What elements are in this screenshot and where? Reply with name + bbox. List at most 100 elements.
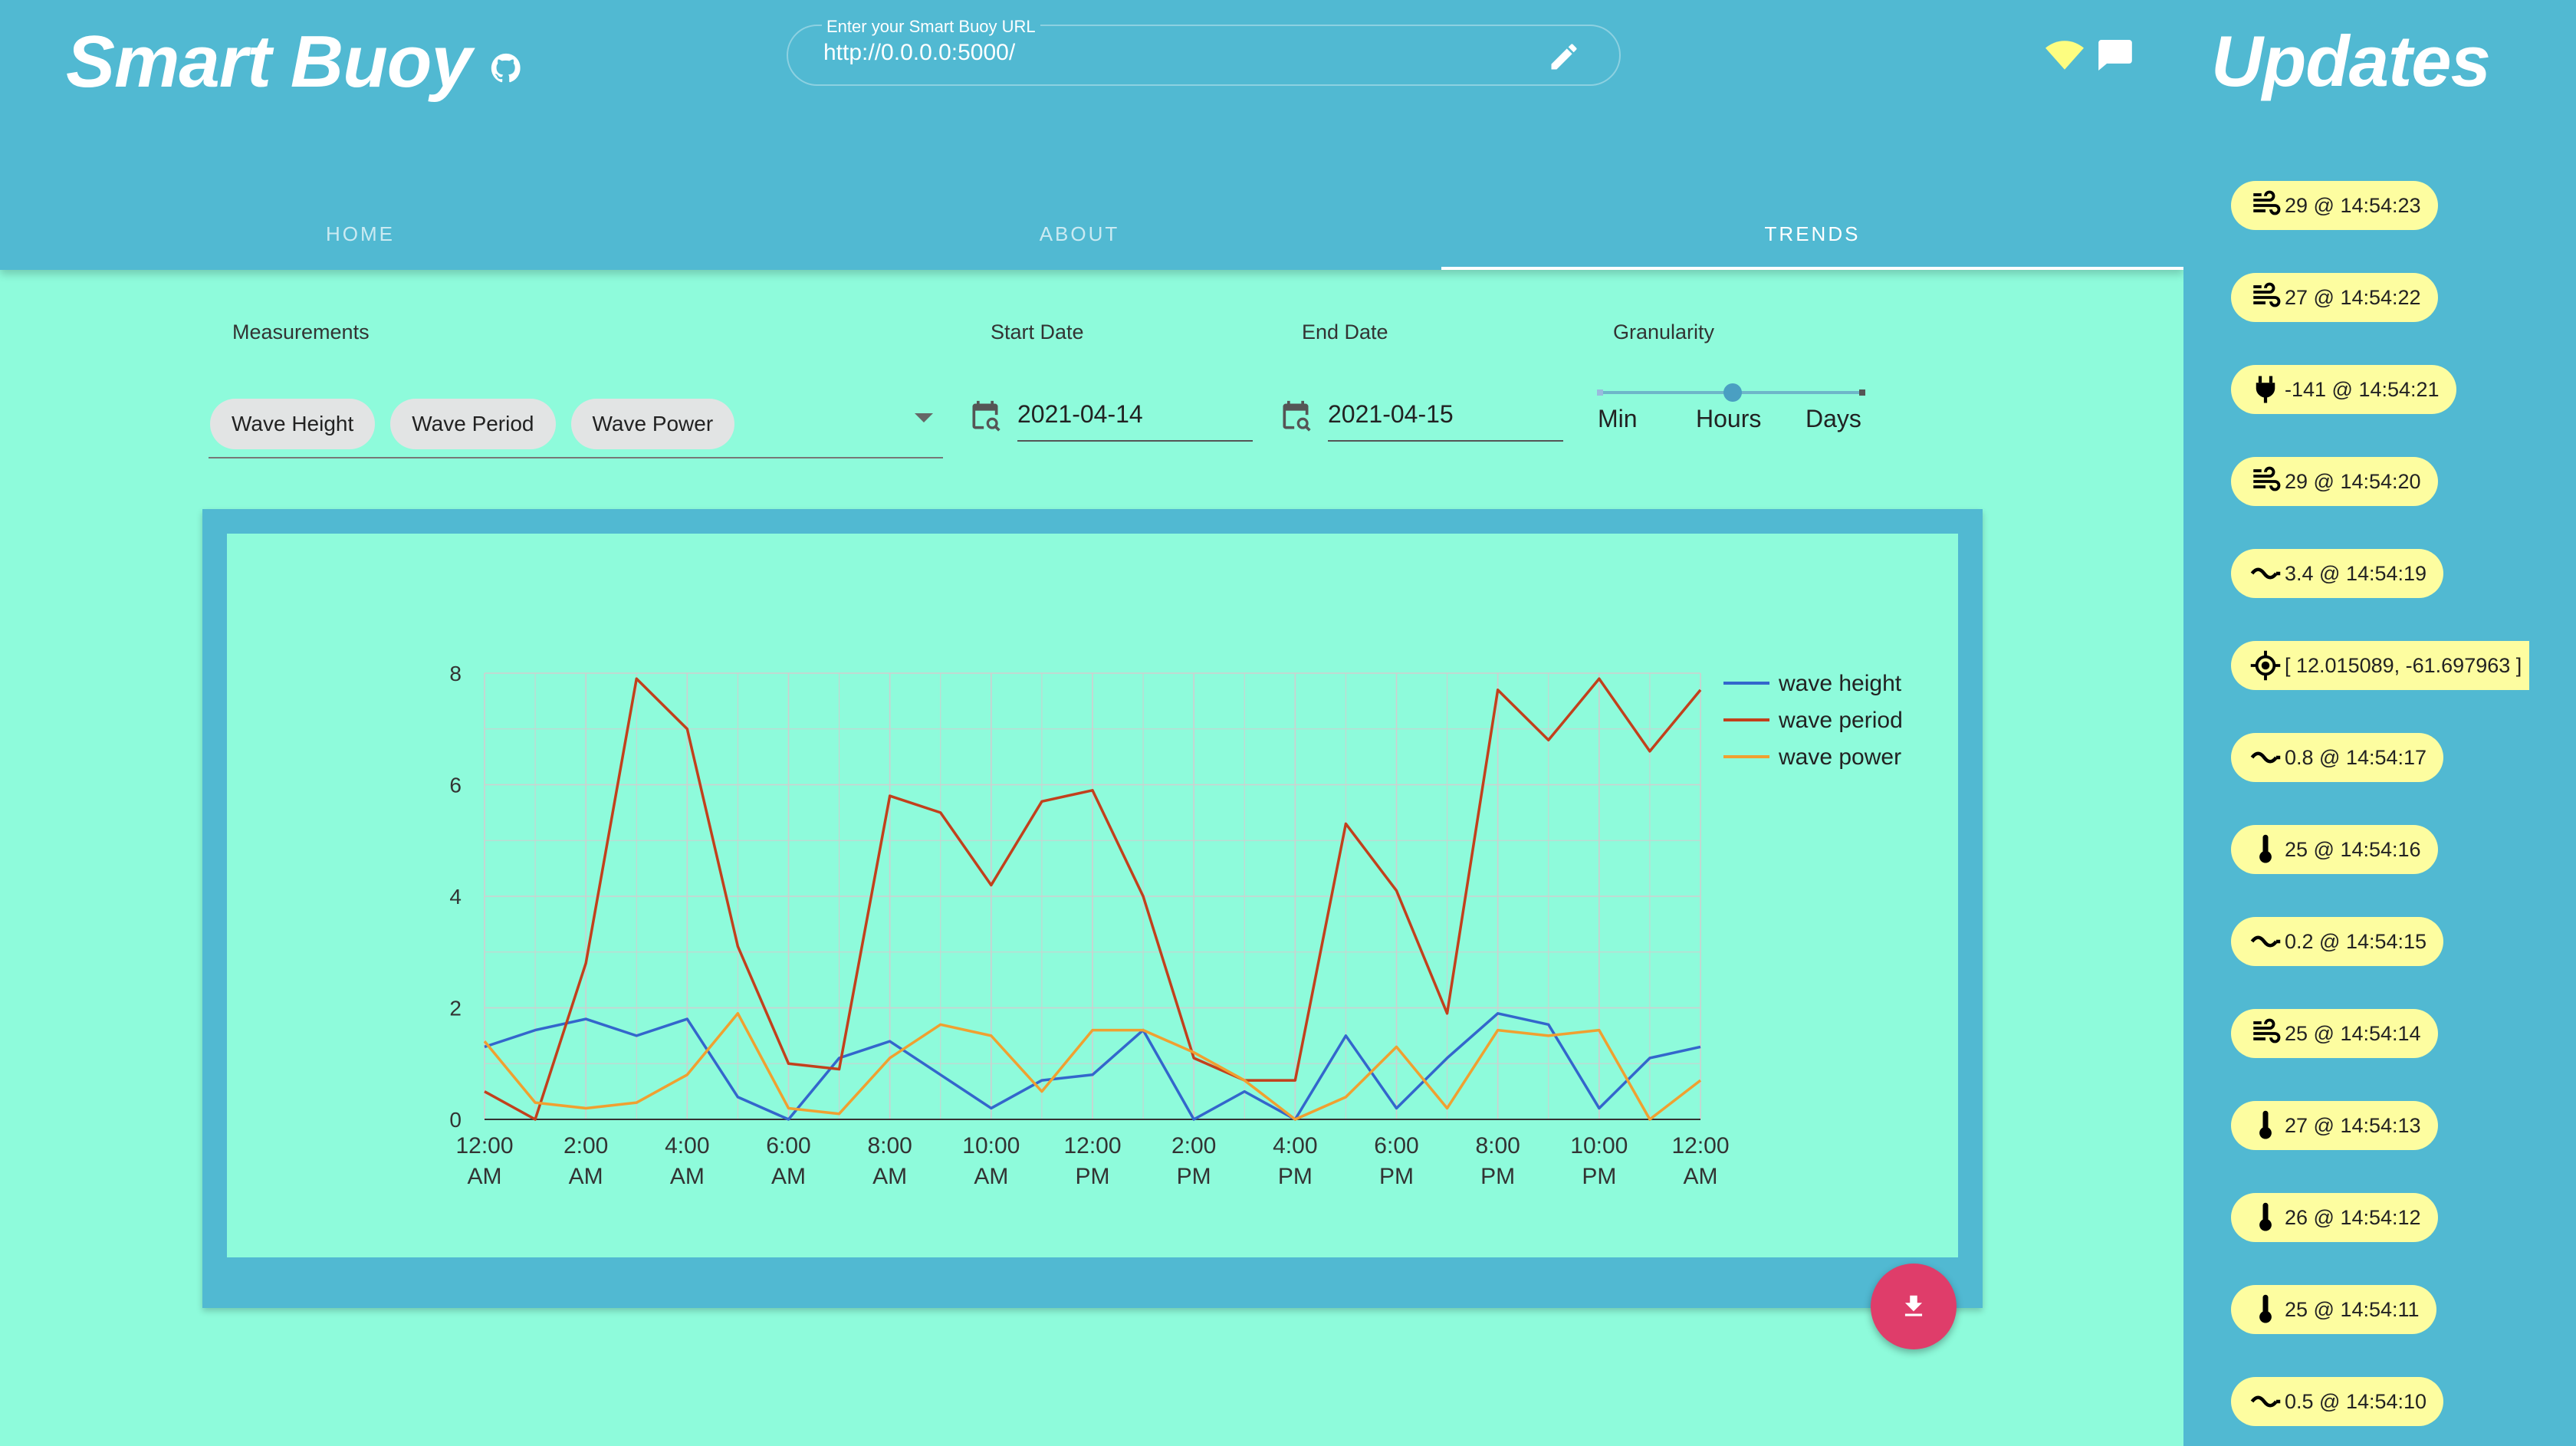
end-date-underline: [1328, 440, 1563, 442]
granularity-slider-thumb[interactable]: [1723, 383, 1742, 402]
x-tick-label: AM: [1684, 1164, 1718, 1189]
wave-icon: [2250, 751, 2281, 764]
update-text: 0.2 @ 14:54:15: [2285, 929, 2427, 953]
url-input-frame[interactable]: [787, 25, 1621, 86]
x-tick-label: 2:00: [1171, 1133, 1216, 1158]
thermometer-icon: [2259, 834, 2272, 863]
end-date-input[interactable]: 2021-04-15: [1328, 400, 1454, 428]
wave-icon: [2250, 935, 2281, 948]
x-tick-label: PM: [1379, 1164, 1414, 1189]
wind-icon: [2253, 190, 2281, 215]
x-tick-label: 6:00: [1374, 1133, 1418, 1158]
x-tick-label: 4:00: [1273, 1133, 1317, 1158]
x-tick-label: 8:00: [1475, 1133, 1520, 1158]
x-tick-label: 8:00: [867, 1133, 912, 1158]
measurement-select-underline: [209, 457, 943, 458]
update-text: 26 @ 14:54:12: [2285, 1205, 2421, 1229]
gps-target-icon: [2250, 650, 2281, 681]
x-tick-label: PM: [1278, 1164, 1313, 1189]
update-item[interactable]: 29 @ 14:54:20: [2231, 457, 2438, 506]
update-item[interactable]: 27 @ 14:54:13: [2231, 1101, 2438, 1150]
chat-icon[interactable]: [2098, 40, 2132, 71]
y-tick-label: 6: [449, 774, 462, 797]
update-item[interactable]: 0.2 @ 14:54:15: [2231, 917, 2444, 966]
wind-icon: [2253, 282, 2281, 307]
x-tick-label: PM: [1582, 1164, 1616, 1189]
update-text: 29 @ 14:54:23: [2285, 193, 2421, 217]
update-text: 25 @ 14:54:16: [2285, 837, 2421, 861]
calendar-search-icon[interactable]: [1279, 399, 1313, 434]
tab-about[interactable]: ABOUT: [1039, 222, 1120, 245]
update-text: [ 12.015089, -61.697963 ]: [2285, 653, 2522, 677]
update-item[interactable]: 25 @ 14:54:11: [2231, 1285, 2436, 1334]
update-item[interactable]: 25 @ 14:54:14: [2231, 1009, 2438, 1058]
granularity-slider-tick-min: [1597, 389, 1603, 396]
thermometer-icon: [2259, 1202, 2272, 1231]
wind-icon: [2253, 1018, 2281, 1043]
url-input[interactable]: http://0.0.0.0:5000/: [823, 40, 1016, 65]
granularity-option-min[interactable]: Min: [1598, 405, 1638, 432]
update-text: 25 @ 14:54:14: [2285, 1021, 2421, 1045]
plug-icon: [2256, 376, 2275, 403]
chart-card: 0 2 4 6 8 12:00 AM 2:00 AM 4:00 AM 6:00 AM 8:00 AM 10:0…: [202, 509, 1983, 1308]
update-item[interactable]: 26 @ 14:54:12: [2231, 1193, 2438, 1242]
series-line-wave-power: [483, 1012, 1702, 1121]
chip-wave-height[interactable]: Wave Height: [210, 399, 376, 449]
update-item[interactable]: 0.5 @ 14:54:10: [2231, 1377, 2444, 1426]
y-tick-label: 8: [449, 662, 462, 685]
x-tick-label: 10:00: [1570, 1133, 1628, 1158]
measurements-label: Measurements: [232, 320, 370, 343]
download-icon: [1904, 1295, 1923, 1316]
github-icon[interactable]: [488, 51, 524, 86]
x-tick-label: AM: [771, 1164, 806, 1189]
update-item[interactable]: 27 @ 14:54:22: [2231, 273, 2438, 322]
tab-home[interactable]: HOME: [326, 222, 395, 245]
updates-title: Updates: [2211, 21, 2491, 101]
granularity-slider-tick-days: [1859, 389, 1865, 396]
update-item[interactable]: 3.4 @ 14:54:19: [2231, 549, 2444, 598]
x-tick-label: AM: [468, 1164, 502, 1189]
granularity-label: Granularity: [1613, 320, 1715, 343]
x-tick-label: AM: [670, 1164, 705, 1189]
x-tick-label: PM: [1480, 1164, 1515, 1189]
series-line-wave-period: [484, 677, 1702, 1121]
x-tick-label: AM: [569, 1164, 603, 1189]
x-tick-label: PM: [1076, 1164, 1110, 1189]
trend-line-chart: 0 2 4 6 8 12:00 AM 2:00 AM 4:00 AM 6:00 AM 8:00 AM 10:0…: [449, 662, 1902, 1189]
granularity-option-hours[interactable]: Hours: [1696, 405, 1762, 432]
y-tick-label: 0: [449, 1108, 462, 1132]
chevron-down-icon[interactable]: [915, 412, 933, 423]
download-button[interactable]: [1871, 1264, 1957, 1349]
start-date-input[interactable]: 2021-04-14: [1017, 400, 1143, 428]
update-text: 29 @ 14:54:20: [2285, 469, 2421, 493]
chip-wave-power[interactable]: Wave Power: [570, 399, 735, 449]
x-tick-label: 10:00: [962, 1133, 1020, 1158]
update-text: 27 @ 14:54:13: [2285, 1113, 2421, 1137]
chip-wave-period[interactable]: Wave Period: [390, 399, 556, 449]
y-tick-label: 4: [449, 885, 462, 909]
tab-trends[interactable]: TRENDS: [1441, 207, 2183, 270]
update-item[interactable]: -141 @ 14:54:21: [2231, 365, 2456, 414]
calendar-search-icon[interactable]: [968, 399, 1002, 434]
wind-icon: [2253, 466, 2281, 491]
update-text: 27 @ 14:54:22: [2285, 285, 2421, 309]
x-tick-label: 2:00: [564, 1133, 608, 1158]
wave-icon: [2250, 1395, 2281, 1408]
update-text: 3.4 @ 14:54:19: [2285, 561, 2427, 585]
update-item[interactable]: [ 12.015089, -61.697963 ]: [2231, 641, 2530, 690]
update-item[interactable]: 25 @ 14:54:16: [2231, 825, 2438, 874]
end-date-label: End Date: [1302, 320, 1388, 343]
app-header: Smart Buoy Enter your Smart Buoy URL htt…: [0, 0, 2183, 270]
series-line-wave-height: [484, 1012, 1701, 1121]
update-text: 0.8 @ 14:54:17: [2285, 745, 2427, 769]
updates-sidebar: Updates 29 @ 14:54:23 27 @ 14:54:22 -141 @…: [2183, 0, 2576, 1446]
update-item[interactable]: 0.8 @ 14:54:17: [2231, 733, 2444, 782]
update-item[interactable]: 29 @ 14:54:23: [2231, 181, 2438, 230]
url-input-label: Enter your Smart Buoy URL: [822, 17, 1040, 37]
x-tick-label: AM: [974, 1164, 1008, 1189]
x-tick-label: PM: [1177, 1164, 1211, 1189]
edit-pencil-icon[interactable]: [1547, 40, 1581, 74]
legend-label: wave height: [1778, 671, 1902, 696]
granularity-option-days[interactable]: Days: [1806, 405, 1861, 432]
wave-icon: [2250, 567, 2281, 580]
